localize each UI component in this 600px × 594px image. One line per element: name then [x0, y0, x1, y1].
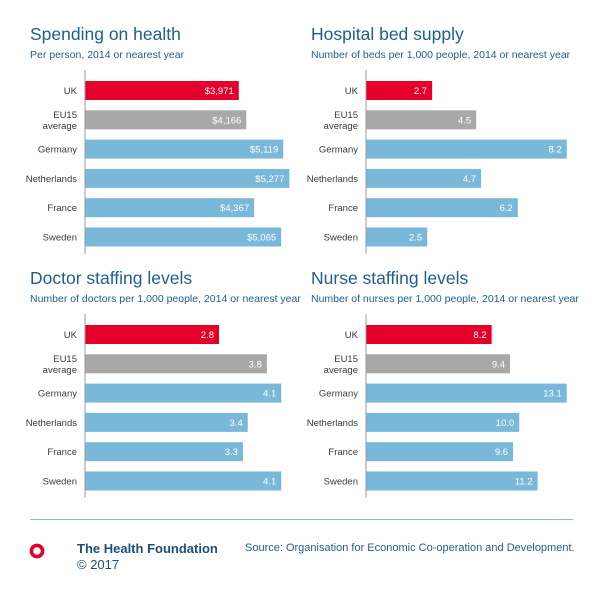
- bar: [85, 442, 243, 462]
- bar: [366, 442, 514, 462]
- value-label: $5,065: [247, 233, 276, 244]
- bar: [366, 110, 477, 130]
- source-note: Source: Organisation for Economic Co-ope…: [245, 542, 575, 554]
- value-label: 4.1: [263, 477, 276, 488]
- chart-title: Nurse staffing levels: [311, 268, 469, 288]
- value-label: 9.4: [492, 359, 505, 370]
- bar: [366, 198, 518, 218]
- category-label: Germany: [319, 389, 358, 400]
- category-label: Sweden: [43, 477, 77, 488]
- bar: [366, 354, 511, 374]
- category-label: UK: [345, 86, 359, 97]
- value-label: $3,971: [205, 86, 234, 97]
- category-label: EU15 average: [43, 110, 77, 132]
- category-label: UK: [64, 330, 78, 341]
- bar: [85, 227, 282, 247]
- bar: [366, 471, 538, 491]
- value-label: 4.1: [263, 389, 276, 400]
- chart-plot: $3,971 UK $4,166 EU15 average $5,119 Germany $5…: [26, 70, 290, 254]
- value-label: 6.2: [500, 203, 513, 214]
- bar: [85, 383, 282, 403]
- bar: [366, 139, 567, 159]
- bar: [366, 168, 482, 188]
- organisation-name: The Health Foundation: [77, 541, 218, 556]
- category-label: Sweden: [324, 233, 358, 244]
- chart-title: Doctor staffing levels: [30, 268, 193, 288]
- value-label: $4,367: [220, 203, 249, 214]
- category-label: Netherlands: [26, 174, 77, 185]
- value-label: 3.4: [230, 418, 243, 429]
- category-label: Netherlands: [307, 174, 358, 185]
- value-label: 11.2: [515, 477, 533, 488]
- bar: [85, 325, 220, 344]
- category-label: Germany: [319, 145, 358, 156]
- bar: [85, 110, 247, 130]
- value-label: $5,277: [255, 174, 284, 185]
- value-label: 8.2: [549, 145, 562, 156]
- value-label: 13.1: [543, 389, 562, 400]
- chart-title: Spending on health: [30, 24, 181, 44]
- category-label: UK: [64, 86, 78, 97]
- chart-subtitle: Number of beds per 1,000 people, 2014 or…: [311, 49, 571, 61]
- chart-plot: 2.7 UK 4.5 EU15 average 8.2 Germany 4.7 Netherla…: [307, 70, 567, 254]
- bar: [85, 139, 284, 159]
- chart-spending-on-health: Spending on health Per person, 2014 or n…: [26, 24, 302, 254]
- chart-subtitle: Per person, 2014 or nearest year: [30, 49, 185, 61]
- category-label: EU15 average: [324, 110, 358, 132]
- bar: [85, 354, 267, 374]
- value-label: $5,119: [250, 145, 278, 156]
- chart-plot: 2.8 UK 3.8 EU15 average 4.1 Germany 3.4 Netherla…: [26, 314, 282, 498]
- bar: [85, 198, 255, 218]
- category-label: Netherlands: [307, 418, 358, 429]
- value-label: 2.8: [201, 330, 214, 341]
- bar: [85, 412, 248, 432]
- category-label: Sweden: [43, 233, 77, 244]
- bar: [85, 168, 290, 188]
- bar: [366, 81, 433, 100]
- category-label: UK: [345, 330, 359, 341]
- chart-plot: 8.2 UK 9.4 EU15 average 13.1 Germany 10.0 Nether…: [307, 314, 567, 498]
- category-label: Germany: [38, 145, 77, 156]
- value-label: 3.3: [225, 447, 238, 458]
- value-label: 4.5: [458, 115, 471, 126]
- bar: [366, 325, 492, 344]
- value-label: 3.8: [249, 359, 262, 370]
- chart-subtitle: Number of nurses per 1,000 people, 2014 …: [311, 293, 579, 305]
- copyright: © 2017: [77, 557, 120, 572]
- chart-title: Hospital bed supply: [311, 24, 464, 44]
- bar: [366, 383, 567, 403]
- value-label: 2.5: [409, 233, 422, 244]
- value-label: 2.7: [414, 86, 427, 97]
- bar: [366, 227, 428, 247]
- value-label: 4.7: [463, 174, 476, 185]
- category-label: France: [328, 203, 358, 214]
- category-label: EU15 average: [324, 354, 358, 376]
- chart-doctor-staffing: Doctor staffing levels Number of doctors…: [26, 268, 302, 498]
- footer-divider: [30, 519, 573, 520]
- category-label: Germany: [38, 389, 77, 400]
- category-label: Sweden: [324, 477, 358, 488]
- category-label: EU15 average: [43, 354, 77, 376]
- category-label: France: [47, 447, 77, 458]
- bar: [85, 81, 239, 100]
- chart-hospital-bed-supply: Hospital bed supply Number of beds per 1…: [307, 24, 583, 254]
- chart-nurse-staffing: Nurse staffing levels Number of nurses p…: [307, 268, 583, 498]
- category-label: Netherlands: [26, 418, 77, 429]
- value-label: $4,166: [212, 115, 241, 126]
- bar: [366, 412, 520, 432]
- bar: [85, 471, 282, 491]
- value-label: 9.6: [495, 447, 508, 458]
- category-label: France: [47, 203, 77, 214]
- chart-subtitle: Number of doctors per 1,000 people, 2014…: [30, 293, 301, 305]
- value-label: 10.0: [496, 418, 515, 429]
- health-foundation-logo-icon: [29, 543, 45, 559]
- category-label: France: [328, 447, 358, 458]
- value-label: 8.2: [473, 330, 486, 341]
